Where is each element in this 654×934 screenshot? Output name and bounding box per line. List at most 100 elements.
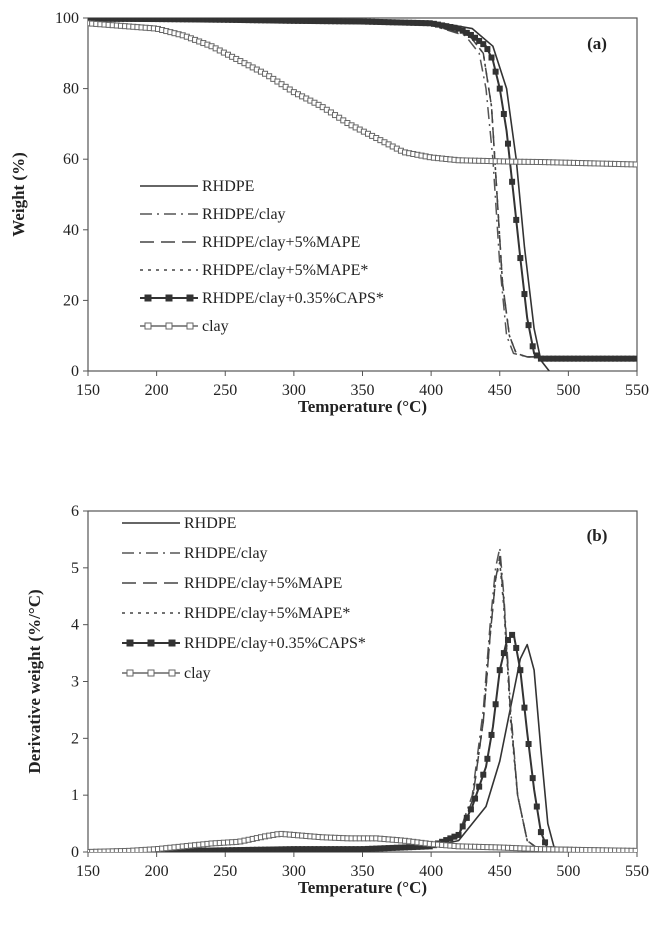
plot-area <box>88 547 637 852</box>
data-point-marker <box>488 731 495 738</box>
legend-label: clay <box>202 318 229 335</box>
data-point-marker <box>455 831 462 838</box>
legend-marker <box>165 322 173 330</box>
data-point-marker <box>521 291 528 298</box>
data-point-marker <box>529 775 536 782</box>
legend-label: clay <box>184 665 211 682</box>
y-tick-label: 0 <box>71 363 79 380</box>
plot-area <box>88 18 637 371</box>
data-point-marker <box>459 823 466 830</box>
y-tick-label: 1 <box>71 787 79 804</box>
y-tick-label: 60 <box>63 151 79 168</box>
data-point-marker <box>533 803 540 810</box>
legend-marker <box>147 639 155 647</box>
series-line-2 <box>88 18 637 358</box>
x-tick-label: 150 <box>76 863 100 880</box>
legend-label: RHDPE/clay+0.35%CAPS* <box>184 635 366 652</box>
data-point-marker <box>533 352 540 359</box>
data-point-marker <box>492 701 499 708</box>
x-tick-label: 250 <box>213 863 237 880</box>
legend-marker <box>126 639 134 647</box>
data-point-marker <box>476 37 483 44</box>
legend-label: RHDPE/clay <box>184 545 268 562</box>
x-tick-label: 350 <box>351 863 375 880</box>
x-tick-label: 550 <box>625 863 649 880</box>
y-tick-label: 80 <box>63 81 79 98</box>
x-tick-label: 150 <box>76 382 100 399</box>
data-point-marker <box>521 704 528 711</box>
data-point-marker <box>472 795 479 802</box>
data-point-marker <box>504 637 511 644</box>
data-point-marker <box>513 644 520 651</box>
x-tick-label: 250 <box>213 382 237 399</box>
x-tick-label: 400 <box>419 382 443 399</box>
x-tick-label: 300 <box>282 382 306 399</box>
series-line-1 <box>88 547 637 852</box>
data-point-marker <box>484 755 491 762</box>
data-point-marker <box>513 216 520 223</box>
data-point-marker <box>476 783 483 790</box>
chart-panel-a: 150 200 250 300 350 400 450 500 550 0 20 40 60 80 100 T… <box>9 10 649 416</box>
x-tick-label: 400 <box>419 863 443 880</box>
data-point-marker <box>542 839 549 846</box>
data-point-marker <box>537 829 544 836</box>
y-axis-title: Weight (%) <box>9 152 28 237</box>
data-point-marker <box>492 68 499 75</box>
plot-frame <box>87 17 638 372</box>
legend-label: RHDPE/clay+5%MAPE* <box>202 262 368 279</box>
data-point-marker <box>632 355 637 362</box>
y-tick-label: 2 <box>71 730 79 747</box>
legend-marker <box>168 669 176 677</box>
legend-label: RHDPE/clay+0.35%CAPS* <box>202 290 384 307</box>
x-tick-label: 500 <box>556 863 580 880</box>
data-point-marker <box>509 631 516 638</box>
x-tick-label: 300 <box>282 863 306 880</box>
legend-marker <box>147 669 155 677</box>
y-tick-label: 3 <box>71 674 79 691</box>
x-tick-label: 200 <box>145 382 169 399</box>
legend: RHDPE RHDPE/clay RHDPE/clay+5%MAPE RHDPE/cl… <box>140 178 384 335</box>
legend-label: RHDPE/clay+5%MAPE <box>202 234 360 251</box>
x-tick-label: 450 <box>488 382 512 399</box>
data-point-marker <box>632 161 637 168</box>
x-tick-label: 550 <box>625 382 649 399</box>
data-point-marker <box>484 46 491 53</box>
series-line-3 <box>88 561 637 852</box>
legend-marker <box>126 669 134 677</box>
data-point-marker <box>525 322 532 329</box>
plot-frame <box>87 510 638 853</box>
y-tick-label: 5 <box>71 560 79 577</box>
y-tick-label: 6 <box>71 503 79 520</box>
x-axis-title: Temperature (°C) <box>298 397 427 416</box>
panel-label: (b) <box>587 526 608 545</box>
data-point-marker <box>488 54 495 61</box>
y-axis-title: Derivative weight (%/°C) <box>25 589 44 773</box>
data-point-marker <box>509 178 516 185</box>
legend-label: RHDPE <box>202 178 254 195</box>
y-tick-label: 20 <box>63 292 79 309</box>
legend-label: RHDPE/clay <box>202 206 286 223</box>
y-tick-label: 4 <box>71 617 79 634</box>
panel-label: (a) <box>587 34 607 53</box>
data-point-marker <box>463 814 470 821</box>
y-tick-label: 40 <box>63 222 79 239</box>
chart-panel-b: 150 200 250 300 350 400 450 500 550 0 1 2 3 4 5 6 Temper… <box>25 503 649 897</box>
data-point-marker <box>517 255 524 262</box>
legend-label: RHDPE/clay+5%MAPE <box>184 575 342 592</box>
data-point-marker <box>480 771 487 778</box>
series-line-5 <box>88 22 637 166</box>
data-point-marker <box>496 667 503 674</box>
data-point-marker <box>632 847 637 852</box>
legend-marker <box>144 322 152 330</box>
legend-label: RHDPE <box>184 515 236 532</box>
data-point-marker <box>525 741 532 748</box>
data-point-marker <box>504 140 511 147</box>
legend-label: RHDPE/clay+5%MAPE* <box>184 605 350 622</box>
legend-marker <box>165 294 173 302</box>
data-point-marker <box>480 41 487 48</box>
x-tick-label: 350 <box>351 382 375 399</box>
data-point-marker <box>500 650 507 657</box>
legend: RHDPE RHDPE/clay RHDPE/clay+5%MAPE RHDPE/cl… <box>122 515 366 682</box>
data-point-marker <box>517 667 524 674</box>
